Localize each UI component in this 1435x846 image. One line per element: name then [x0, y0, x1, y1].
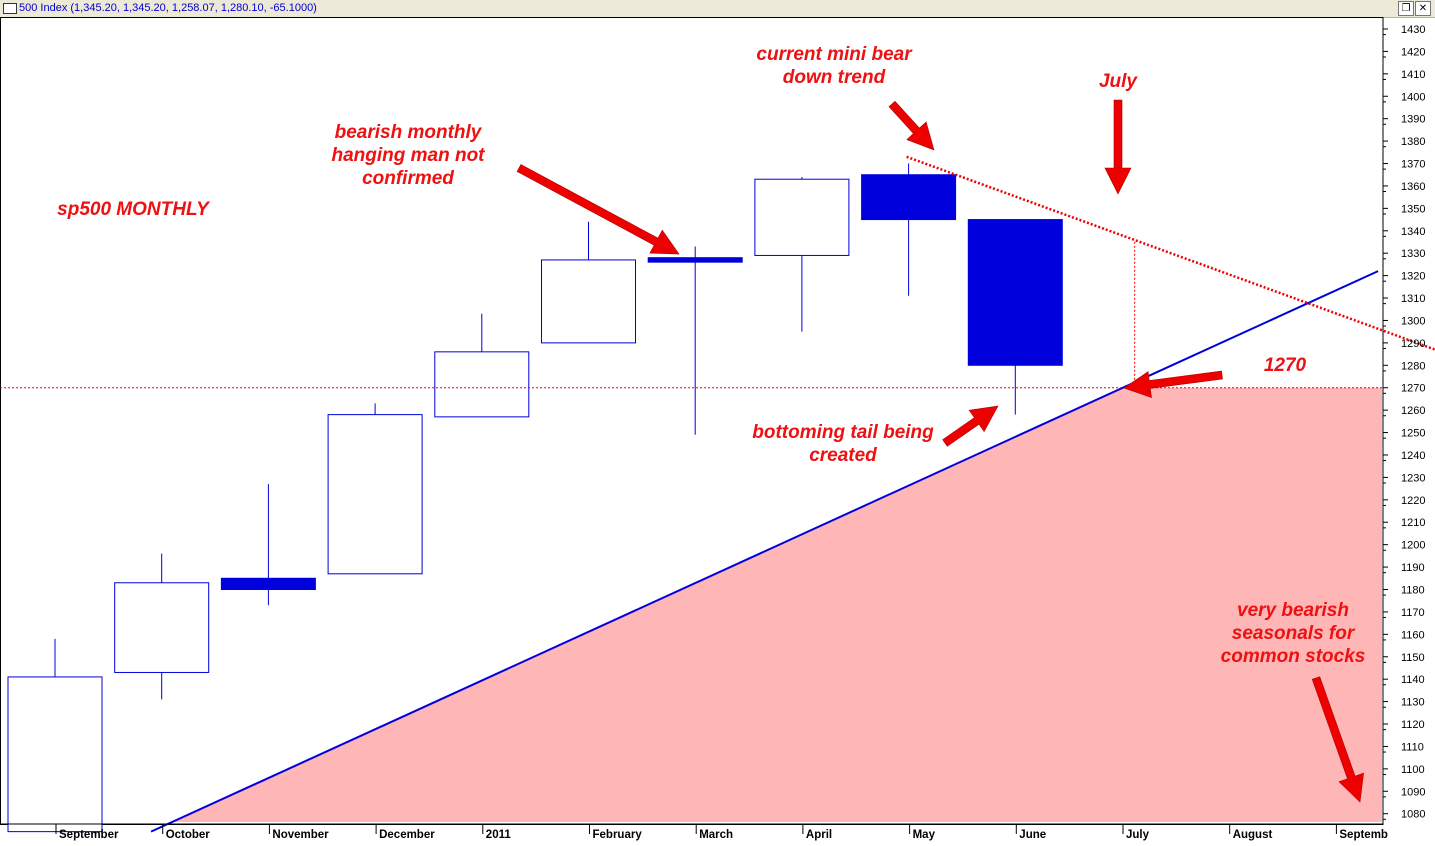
y-tick-label: 1320: [1401, 271, 1425, 283]
y-tick-label: 1430: [1401, 24, 1425, 36]
y-tick-label: 1330: [1401, 248, 1425, 260]
arrow-july: [1104, 99, 1132, 195]
x-tick-label: July: [1126, 829, 1150, 841]
y-tick-label: 1260: [1401, 405, 1425, 417]
y-tick-label: 1150: [1401, 652, 1425, 664]
y-tick-label: 1230: [1401, 472, 1425, 484]
y-tick-label: 1360: [1401, 181, 1425, 193]
annotation-mini-bear: down trend: [783, 67, 886, 88]
x-tick-label: December: [379, 829, 435, 841]
y-tick-label: 1350: [1401, 203, 1425, 215]
annotation-bottoming-tail: created: [809, 445, 877, 466]
y-tick-label: 1380: [1401, 136, 1425, 148]
annotation-july: July: [1099, 71, 1138, 92]
annotation-seasonals: seasonals for: [1232, 623, 1356, 644]
candlestick-chart: 1080 1090 1100 1110 1120 1130 1140 1150 1160 1170…: [0, 17, 1435, 841]
x-tick-label: March: [699, 829, 733, 841]
annotation-mini-bear: current mini bear: [756, 44, 913, 65]
x-tick-label: October: [166, 829, 211, 841]
arrow-bottoming-tail: [942, 405, 999, 447]
candle-body: [7, 676, 103, 833]
restore-window-icon[interactable]: ❐: [1398, 1, 1414, 16]
arrow-mini-bear: [888, 100, 935, 151]
annotation-seasonals: common stocks: [1221, 646, 1366, 667]
y-tick-label: 1300: [1401, 315, 1425, 327]
y-tick-label: 1130: [1401, 697, 1425, 709]
y-tick-label: 1340: [1401, 226, 1425, 238]
x-tick-label: February: [593, 829, 643, 841]
candle-body: [861, 174, 957, 221]
bearish-zone-shade: [172, 387, 1382, 822]
y-tick-label: 1370: [1401, 159, 1425, 171]
window-title: 500 Index (1,345.20, 1,345.20, 1,258.07,…: [19, 2, 317, 14]
uptrend-line: [150, 270, 1379, 833]
arrow-seasonals: [1311, 676, 1364, 803]
x-tick-label: September: [59, 829, 119, 841]
x-tick-label: 2011: [486, 829, 512, 841]
y-tick-label: 1220: [1401, 495, 1425, 507]
x-tick-label: November: [272, 829, 329, 841]
arrow-hanging-man: [516, 164, 680, 255]
candle-body: [754, 178, 850, 256]
annotation-hanging-man: confirmed: [362, 168, 454, 189]
x-tick-label: April: [806, 829, 832, 841]
annotation-hanging-man: bearish monthly: [335, 122, 483, 143]
x-tick-label: June: [1019, 829, 1046, 841]
x-tick-label: May: [913, 829, 936, 841]
window-title-bar: 500 Index (1,345.20, 1,345.20, 1,258.07,…: [0, 0, 1435, 18]
y-tick-label: 1250: [1401, 428, 1425, 440]
arrow-1270: [1123, 370, 1223, 398]
close-icon[interactable]: ✕: [1415, 1, 1431, 16]
y-tick-label: 1310: [1401, 293, 1425, 305]
y-tick-label: 1280: [1401, 360, 1425, 372]
y-tick-label: 1290: [1401, 338, 1425, 350]
window-icon: [3, 3, 17, 14]
candle-body: [434, 351, 530, 418]
y-tick-label: 1180: [1401, 585, 1425, 597]
y-tick-label: 1410: [1401, 69, 1425, 81]
y-tick-label: 1190: [1401, 562, 1425, 574]
y-tick-label: 1400: [1401, 91, 1425, 103]
annotation-title: sp500 MONTHLY: [57, 199, 211, 220]
candle-body: [327, 414, 423, 575]
y-tick-label: 1140: [1401, 674, 1425, 686]
annotation-bottoming-tail: bottoming tail being: [752, 422, 934, 443]
y-tick-label: 1120: [1401, 719, 1425, 731]
y-tick-label: 1270: [1401, 383, 1425, 395]
annotation-seasonals: very bearish: [1237, 600, 1349, 621]
y-tick-label: 1210: [1401, 517, 1425, 529]
candle-body: [541, 259, 636, 344]
annotation-level: 1270: [1264, 355, 1307, 376]
y-tick-label: 1170: [1401, 607, 1425, 619]
candle-body: [114, 582, 210, 673]
y-tick-label: 1090: [1401, 786, 1425, 798]
y-tick-label: 1100: [1401, 764, 1425, 776]
downtrend-line: [906, 155, 1435, 351]
y-tick-label: 1160: [1401, 629, 1425, 641]
candle-body: [647, 257, 743, 263]
x-tick-label: Septemb: [1339, 829, 1388, 841]
y-tick-label: 1390: [1401, 114, 1425, 126]
y-tick-label: 1200: [1401, 540, 1425, 552]
y-tick-label: 1080: [1401, 809, 1425, 821]
x-tick-label: August: [1233, 829, 1273, 841]
y-tick-label: 1420: [1401, 46, 1425, 58]
candle-body: [967, 219, 1063, 366]
y-tick-label: 1240: [1401, 450, 1425, 462]
annotation-hanging-man: hanging man not: [331, 145, 485, 166]
candle-body: [220, 577, 316, 590]
y-tick-label: 1110: [1401, 741, 1424, 753]
